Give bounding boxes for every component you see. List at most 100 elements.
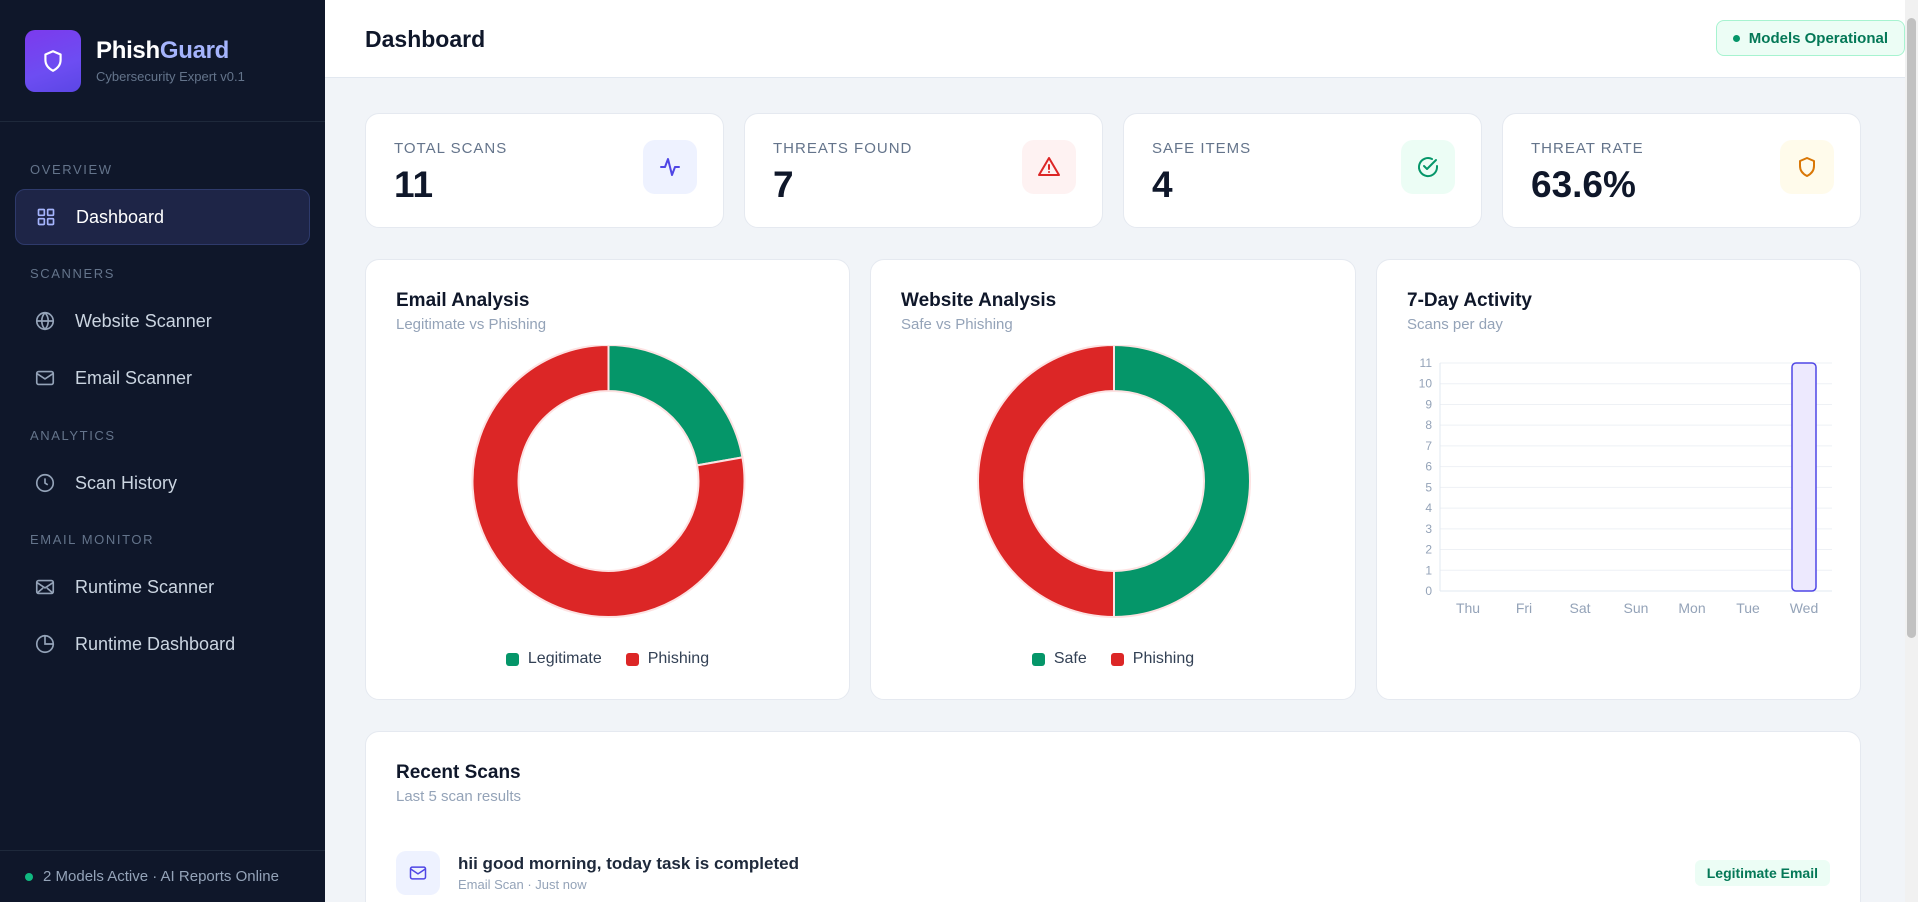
legend-label: Legitimate	[527, 650, 602, 667]
scrollbar-thumb[interactable]	[1907, 18, 1916, 638]
nav-section-scanners: Scanners	[30, 266, 116, 281]
legend-item-phishing[interactable]: Phishing	[625, 650, 709, 668]
bar-wed[interactable]	[1791, 362, 1817, 592]
sidebar-item-label: Dashboard	[76, 206, 165, 227]
chart-legend: Safe Phishing	[871, 650, 1355, 668]
check-circle-icon	[1401, 140, 1455, 194]
chart-title: Email Analysis	[396, 290, 530, 311]
y-tick-label: 9	[1425, 397, 1432, 411]
page-title: Dashboard	[365, 26, 486, 52]
donut-slice-legitimate[interactable]	[607, 345, 744, 467]
x-tick-label: Mon	[1678, 600, 1705, 616]
stat-value: 4	[1152, 164, 1173, 205]
alert-triangle-icon	[1022, 140, 1076, 194]
chart-legend: Legitimate Phishing	[366, 650, 849, 668]
y-tick-label: 7	[1425, 439, 1432, 453]
donut-slice-phishing[interactable]	[977, 345, 1115, 619]
recent-scans-card: Recent Scans Last 5 scan results hii goo…	[365, 731, 1861, 902]
chart-subtitle: Legitimate vs Phishing	[396, 316, 547, 333]
legend-item-legitimate[interactable]: Legitimate	[505, 650, 602, 668]
nav-section-overview: Overview	[30, 162, 113, 177]
donut-slice-safe[interactable]	[1113, 345, 1251, 619]
mail-icon	[33, 366, 57, 390]
x-tick-label: Tue	[1736, 600, 1760, 616]
activity-icon	[643, 140, 697, 194]
stat-card-safe-items: Safe Items 4	[1123, 113, 1482, 228]
sidebar-item-runtime-dashboard[interactable]: Runtime Dashboard	[15, 616, 310, 672]
scan-meta: Email Scan · Just now	[458, 877, 587, 892]
sidebar-item-label: Runtime Scanner	[75, 576, 215, 597]
status-badge-text: Models Operational	[1748, 29, 1888, 47]
stat-value: 7	[773, 164, 794, 205]
legend-swatch	[1031, 652, 1045, 666]
stat-label: Threats Found	[773, 140, 913, 157]
stat-card-threats-found: Threats Found 7	[744, 113, 1103, 228]
activity-bar-chart: 0 1 2 3 4 5 6 7 8 9 10 11 Thu Fri Sat Sun Mon Tue Wed	[1419, 356, 1832, 616]
status-dot	[25, 872, 33, 881]
brand-name-main: Phish	[96, 37, 160, 64]
y-tick-label: 8	[1425, 418, 1432, 432]
y-tick-label: 2	[1425, 543, 1432, 557]
sidebar-item-runtime-scanner[interactable]: Runtime Scanner	[15, 559, 310, 615]
shield-icon	[1780, 140, 1834, 194]
sidebar-item-dashboard[interactable]: Dashboard	[15, 189, 310, 245]
chart-title: Website Analysis	[901, 290, 1057, 311]
y-tick-label: 5	[1425, 480, 1432, 494]
legend-swatch	[505, 652, 519, 666]
chart-card-email-analysis: Email Analysis Legitimate vs Phishing Le…	[365, 259, 850, 700]
sidebar-item-label: Email Scanner	[75, 367, 193, 388]
x-tick-label: Thu	[1456, 600, 1480, 616]
clock-icon	[33, 471, 57, 495]
legend-swatch	[1110, 652, 1124, 666]
chart-subtitle: Safe vs Phishing	[901, 316, 1013, 333]
y-tick-label: 0	[1425, 584, 1432, 598]
nav-section-email-monitor: Email Monitor	[30, 532, 155, 547]
chart-card-7-day-activity: 7-Day Activity Scans per day 0 1 2 3 4 5 6 7 8 9 1…	[1376, 259, 1861, 700]
stat-label: Total Scans	[394, 140, 508, 157]
sidebar-footer-text: 2 Models Active · AI Reports Online	[43, 868, 279, 885]
brand-name: PhishGuard	[96, 37, 245, 65]
sidebar-item-scan-history[interactable]: Scan History	[15, 455, 310, 511]
status-badge: Legitimate Email	[1694, 860, 1830, 886]
y-tick-label: 4	[1425, 501, 1432, 515]
scan-title: hii good morning, today task is complete…	[458, 854, 799, 873]
y-tick-label: 11	[1420, 356, 1433, 370]
y-tick-label: 10	[1419, 377, 1433, 391]
x-tick-label: Sat	[1569, 600, 1590, 616]
x-tick-label: Wed	[1790, 600, 1819, 616]
chart-title: 7-Day Activity	[1407, 290, 1532, 311]
nav-section-analytics: Analytics	[30, 428, 116, 443]
legend-label: Phishing	[1132, 650, 1195, 667]
legend-label: Safe	[1053, 650, 1087, 667]
x-tick-label: Sun	[1624, 600, 1649, 616]
sidebar-item-label: Runtime Dashboard	[75, 633, 236, 654]
brand-subtitle: Cybersecurity Expert v0.1	[96, 69, 245, 84]
stat-label: Threat Rate	[1531, 140, 1644, 157]
recent-scans-title: Recent Scans	[396, 762, 521, 783]
mail-icon	[396, 851, 440, 895]
y-tick-label: 6	[1425, 460, 1432, 474]
grid-icon	[34, 205, 58, 229]
chart-card-website-analysis: Website Analysis Safe vs Phishing Safe P…	[870, 259, 1356, 700]
website-donut-chart	[977, 345, 1251, 619]
legend-swatch	[625, 652, 639, 666]
sidebar-item-website-scanner[interactable]: Website Scanner	[15, 293, 310, 349]
donut-slice-phishing[interactable]	[471, 345, 746, 618]
stat-card-threat-rate: Threat Rate 63.6%	[1502, 113, 1861, 228]
stat-value: 11	[394, 164, 434, 205]
recent-scans-subtitle: Last 5 scan results	[396, 788, 522, 805]
sidebar-item-label: Scan History	[75, 472, 178, 493]
chart-subtitle: Scans per day	[1407, 316, 1503, 333]
list-item[interactable]: hii good morning, today task is complete…	[396, 850, 1830, 896]
brand-name-accent: Guard	[159, 37, 230, 64]
x-tick-label: Fri	[1516, 600, 1532, 616]
brand: PhishGuard Cybersecurity Expert v0.1	[0, 0, 325, 122]
sidebar-item-email-scanner[interactable]: Email Scanner	[15, 350, 310, 406]
y-tick-label: 1	[1425, 563, 1432, 577]
status-badge: Models Operational	[1715, 20, 1905, 56]
legend-item-safe[interactable]: Safe	[1031, 650, 1087, 668]
scrollbar[interactable]	[1905, 0, 1918, 902]
shield-logo-icon	[25, 29, 81, 92]
mail-scan-icon	[33, 575, 57, 599]
legend-item-phishing[interactable]: Phishing	[1110, 650, 1195, 668]
